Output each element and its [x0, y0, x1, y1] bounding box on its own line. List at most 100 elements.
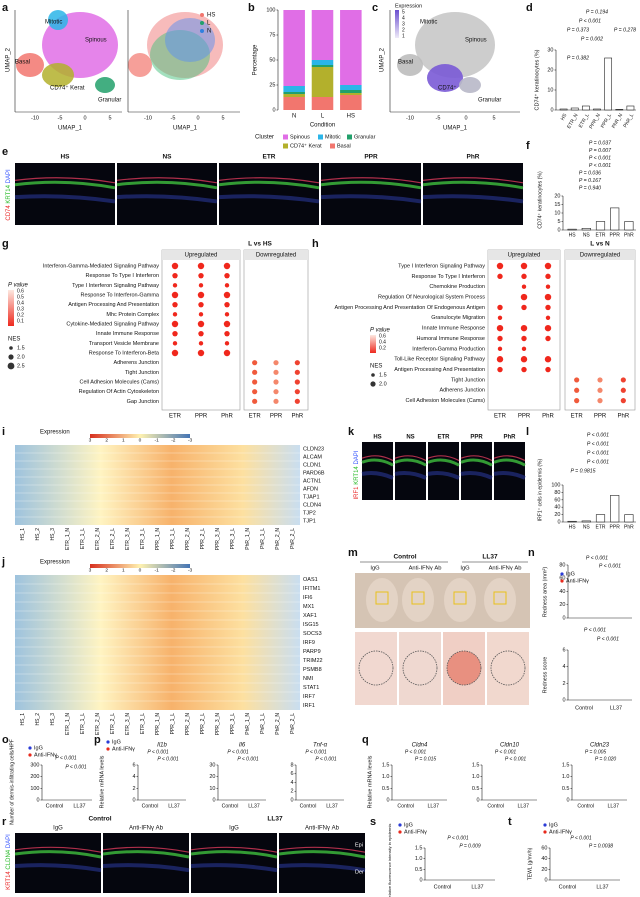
y-tick-label: 50 — [269, 57, 275, 63]
legend-dot — [543, 830, 547, 834]
p-value: P = 0.0038 — [589, 843, 613, 849]
p-value: P = 0.002 — [581, 36, 603, 42]
image-panel — [428, 442, 459, 500]
p-value: P = 0.009 — [459, 843, 481, 849]
legend-dot — [106, 747, 110, 751]
legend-dot — [28, 753, 32, 757]
image-panel — [362, 442, 393, 500]
sample-label: ETR_3_N — [125, 528, 131, 550]
y-tick-label: 0 — [290, 797, 293, 803]
legend-title: NES — [370, 364, 382, 370]
legend-title: Cluster — [255, 135, 274, 141]
umap-cluster — [16, 53, 44, 77]
condition-label: ETR — [263, 154, 276, 161]
y-tick-label: 2 — [132, 786, 135, 792]
group-label: LL37 — [482, 554, 498, 561]
enrichment-dot — [197, 320, 205, 328]
colorbar-label: 3 — [89, 567, 92, 573]
tissue-band — [493, 471, 526, 480]
tissue-band — [218, 177, 320, 184]
label: Redness area (mm²) — [542, 567, 548, 618]
pathway-label: Toll-Like Receptor Signaling Pathway — [394, 357, 485, 363]
gene-title: Cldn23 — [590, 743, 610, 749]
pathway-label: Antigen Processing And Presentation Of E… — [335, 305, 485, 311]
p-value: P = 0.278 — [614, 27, 636, 33]
enrichment-dot — [597, 377, 603, 383]
pathway-label: Mhc Protein Complex — [106, 312, 159, 318]
facet-title: Downregulated — [256, 253, 296, 259]
lesion-box — [375, 591, 389, 605]
y-tick-label: 6 — [132, 762, 135, 768]
y-tick-label: 1.0 — [472, 774, 480, 780]
image-panel — [355, 632, 397, 705]
pathway-label: Adherens Junction — [439, 388, 485, 394]
enrichment-dot — [198, 330, 204, 337]
p-value: P < 0.001 — [586, 555, 608, 561]
sample-label: PPR_3_N — [215, 713, 221, 736]
x-tick-label: HS — [560, 112, 569, 122]
pathway-label: Gap Junction — [127, 399, 159, 405]
x-tick-label: Control — [575, 705, 593, 711]
enrichment-dot — [172, 301, 178, 308]
mouse-back — [444, 578, 476, 622]
gene-title: Il1b — [157, 743, 167, 749]
x-tick-label: -10 — [144, 115, 152, 121]
colorbar — [370, 335, 376, 353]
colorbar-label: 0 — [139, 567, 142, 573]
legend-dot — [200, 29, 204, 33]
colorbar — [90, 564, 190, 568]
enrichment-dot — [544, 262, 552, 270]
umap-cluster — [397, 54, 423, 76]
gene-label: STAT1 — [303, 685, 319, 691]
bar — [567, 520, 577, 523]
pathway-label: Transport Vesicle Membrane — [89, 341, 159, 347]
colorbar-label: -1 — [155, 437, 160, 443]
legend-title: NES — [8, 337, 20, 343]
pathway-label: Response To Interferon-Beta — [89, 350, 160, 356]
x-tick-label: PhR — [542, 414, 554, 420]
colorbar — [90, 434, 190, 438]
enrichment-dot — [574, 398, 580, 404]
p-value: P < 0.001 — [55, 755, 77, 761]
label: Basal — [398, 60, 413, 66]
image-panel — [279, 833, 365, 893]
legend-dot — [200, 21, 204, 25]
x-tick-label: PPR — [610, 232, 621, 238]
pathway-label: Response To Interferon-Gamma — [81, 292, 160, 298]
enrichment-dot — [294, 379, 300, 385]
label: Granular — [98, 98, 121, 104]
facet-strip — [565, 250, 635, 260]
facet-strip — [244, 250, 308, 260]
mouse-back — [484, 578, 516, 622]
enrichment-dot — [521, 304, 527, 311]
sample-label: PPR_1_L — [170, 528, 176, 550]
sample-label: PhR_2_N — [275, 713, 281, 735]
colorbar-label: -3 — [188, 567, 193, 573]
panel-label: b — [248, 2, 255, 14]
y-tick-label: 0 — [36, 797, 39, 803]
colorbar-label: 1 — [122, 437, 125, 443]
p-value: P < 0.001 — [587, 432, 609, 438]
bar — [570, 107, 579, 111]
bar — [624, 221, 634, 231]
gene-label: ACTN1 — [303, 478, 321, 484]
x-tick-label: LL37 — [471, 884, 483, 890]
panel-label: o — [2, 734, 9, 746]
p-value: P = 0.9815 — [570, 468, 595, 474]
x-tick-label: L — [321, 114, 325, 120]
legend-swatch — [347, 134, 352, 140]
comparison-title: L vs HS — [248, 241, 272, 248]
y-tick-label: 0 — [562, 697, 565, 703]
gene-label: IFITM1 — [303, 586, 320, 592]
x-tick-label: N — [292, 114, 296, 120]
gene-label: TRIM22 — [303, 658, 323, 664]
enrichment-dot — [294, 389, 300, 395]
umap-cluster — [95, 77, 115, 93]
y-tick-label: 20 — [547, 67, 553, 73]
pathway-label: Tight Junction — [451, 377, 485, 383]
enrichment-dot — [223, 320, 231, 328]
y-tick-label: 0.5 — [562, 786, 570, 792]
gene-label: MX1 — [303, 604, 314, 610]
bar-segment — [340, 95, 362, 110]
tissue-band — [116, 180, 218, 190]
